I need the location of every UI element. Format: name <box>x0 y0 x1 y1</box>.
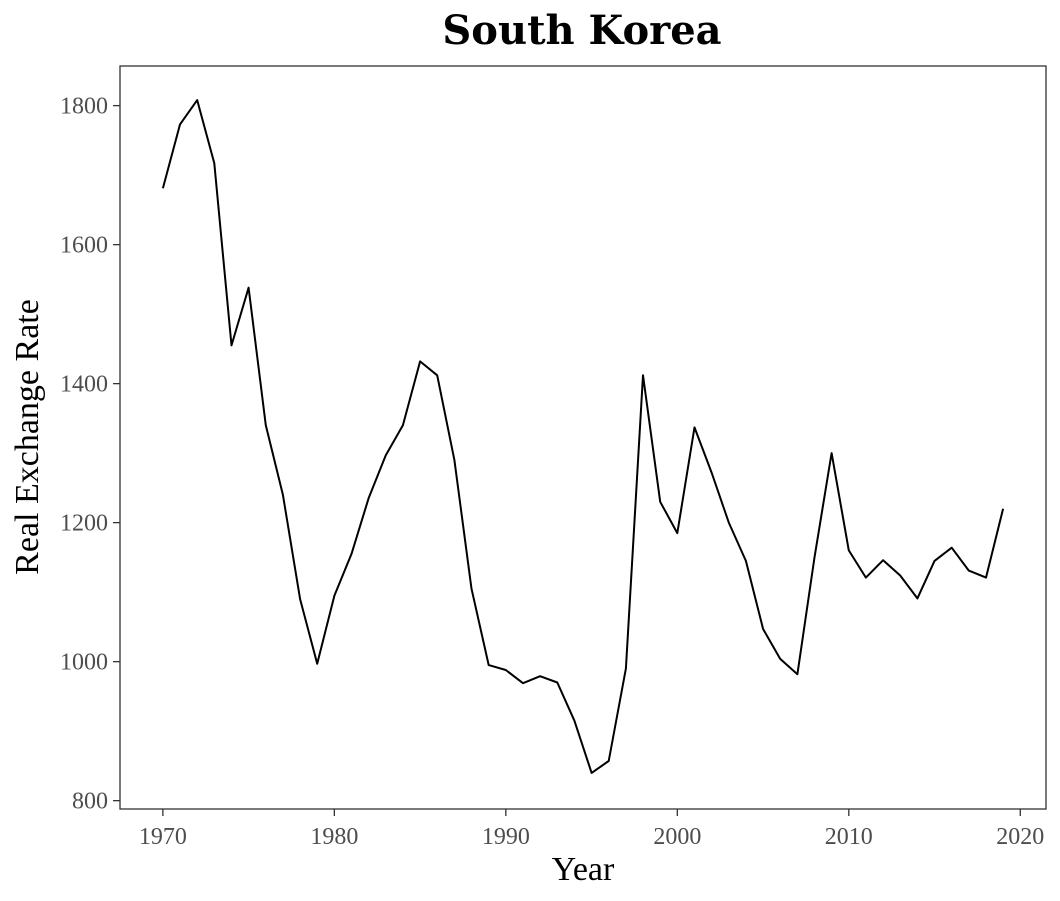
chart-title: South Korea <box>442 7 721 54</box>
y-tick-label: 1600 <box>60 233 108 259</box>
x-tick-label: 1990 <box>482 824 530 850</box>
x-axis: 1970 1980 1990 2000 2010 2020 <box>139 809 1044 850</box>
x-tick-label: 1980 <box>310 824 358 850</box>
x-tick-label: 2010 <box>825 824 873 850</box>
y-tick-label: 1000 <box>60 650 108 676</box>
y-tick-label: 1400 <box>60 372 108 398</box>
y-axis: 800 1000 1200 1400 1600 1800 <box>60 94 120 815</box>
x-tick-label: 2020 <box>996 824 1044 850</box>
y-tick-label: 800 <box>72 789 108 815</box>
x-tick-label: 1970 <box>139 824 187 850</box>
plot-panel <box>119 65 1047 810</box>
y-tick-label: 1200 <box>60 511 108 537</box>
y-axis-title: Real Exchange Rate <box>9 299 46 575</box>
x-axis-title: Year <box>552 851 615 888</box>
y-tick-label: 1800 <box>60 94 108 120</box>
x-tick-label: 2000 <box>653 824 701 850</box>
series-line <box>161 99 1005 774</box>
